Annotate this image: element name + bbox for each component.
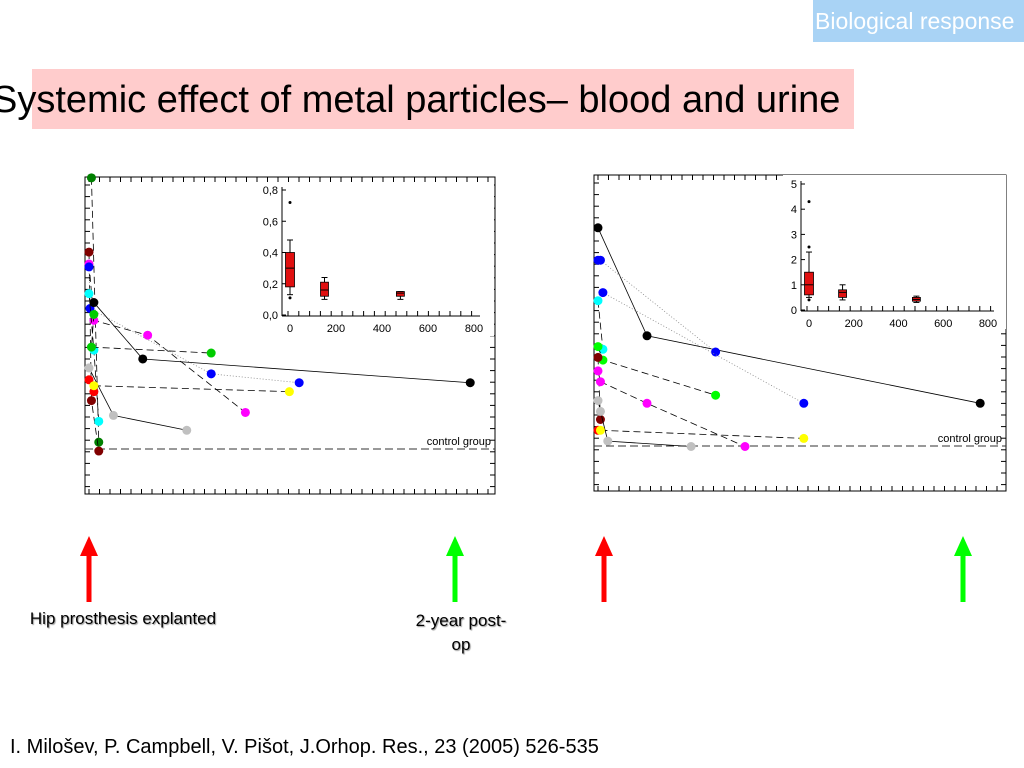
explant-arrow-head <box>595 536 613 556</box>
data-point <box>94 447 103 456</box>
data-point <box>598 288 607 297</box>
data-point <box>87 173 96 182</box>
data-point <box>596 377 605 386</box>
inset-y-tick-label: 0,6 <box>263 216 278 228</box>
data-point <box>138 354 147 363</box>
box-outlier <box>808 298 811 301</box>
series-line <box>598 347 716 396</box>
control-group-label: control group <box>427 436 491 448</box>
data-point <box>466 378 475 387</box>
data-point <box>285 387 294 396</box>
inset-y-tick-label: 4 <box>791 204 797 216</box>
inset-x-tick-label: 600 <box>419 323 437 335</box>
data-point <box>89 298 98 307</box>
inset-x-tick-label: 800 <box>465 323 483 335</box>
series-line <box>600 430 803 438</box>
series-line <box>598 301 603 350</box>
inset-x-tick-label: 200 <box>845 318 863 330</box>
inset-y-tick-label: 0,4 <box>263 248 278 260</box>
inset-y-tick-label: 5 <box>791 179 797 191</box>
data-point <box>89 381 98 390</box>
inset-x-tick-label: 400 <box>373 323 391 335</box>
series-line <box>89 264 245 413</box>
data-point <box>594 296 603 305</box>
inset-x-tick-label: 200 <box>327 323 345 335</box>
box-outlier <box>808 246 811 249</box>
inset-y-tick-label: 2 <box>791 255 797 267</box>
control-group-label: control group <box>938 433 1002 445</box>
data-point <box>596 426 605 435</box>
data-point <box>596 407 605 416</box>
data-point <box>94 417 103 426</box>
inset-y-tick-label: 3 <box>791 229 797 241</box>
inset-y-tick-label: 1 <box>791 280 797 292</box>
data-point <box>594 396 603 405</box>
inset-y-tick-label: 0,8 <box>263 185 278 197</box>
data-point <box>89 310 98 319</box>
data-point <box>643 399 652 408</box>
data-point <box>207 349 216 358</box>
series-line <box>89 368 187 430</box>
data-point <box>687 442 696 451</box>
box-body <box>286 253 295 287</box>
box-body <box>396 292 404 297</box>
data-point <box>603 437 612 446</box>
data-point <box>295 378 304 387</box>
data-point <box>87 343 96 352</box>
caption-postop-line1: 2-year post- <box>400 609 522 633</box>
series-line <box>603 293 804 404</box>
inset-x-tick-label: 400 <box>889 318 907 330</box>
box-outlier <box>808 200 811 203</box>
data-point <box>711 391 720 400</box>
data-point <box>594 366 603 375</box>
data-point <box>85 363 94 372</box>
data-point <box>241 408 250 417</box>
box-outlier <box>289 201 292 204</box>
caption-postop-line2: op <box>400 633 522 657</box>
series-line <box>94 386 290 392</box>
box-body <box>321 282 329 296</box>
postop-arrow-head <box>954 536 972 556</box>
inset-y-tick-label: 0,2 <box>263 279 278 291</box>
data-point <box>741 442 750 451</box>
data-point <box>109 411 118 420</box>
data-point <box>596 256 605 265</box>
inset-background <box>783 175 1006 329</box>
data-point <box>799 434 808 443</box>
data-point <box>711 348 720 357</box>
data-point <box>85 248 94 257</box>
data-point <box>799 399 808 408</box>
data-point <box>94 438 103 447</box>
data-point <box>87 396 96 405</box>
data-point <box>976 399 985 408</box>
data-point <box>85 262 94 271</box>
inset-x-tick-label: 0 <box>806 318 812 330</box>
data-point <box>143 331 152 340</box>
caption-explanted: Hip prosthesis explanted <box>8 609 238 629</box>
inset-y-tick-label: 0 <box>791 305 797 317</box>
caption-postop: 2-year post- op <box>400 609 522 657</box>
box-body <box>839 290 847 298</box>
data-point <box>182 426 191 435</box>
explant-arrow-head <box>80 536 98 556</box>
data-point <box>594 223 603 232</box>
inset-x-tick-label: 800 <box>979 318 997 330</box>
inset-x-tick-label: 0 <box>287 323 293 335</box>
box-body <box>805 272 814 295</box>
data-point <box>207 369 216 378</box>
series-line <box>598 260 716 352</box>
inset-x-tick-label: 600 <box>934 318 952 330</box>
box-outlier <box>289 296 292 299</box>
citation: I. Milošev, P. Campbell, V. Pišot, J.Orh… <box>10 736 599 759</box>
data-point <box>85 289 94 298</box>
data-point <box>643 331 652 340</box>
data-point <box>594 353 603 362</box>
inset-y-tick-label: 0,0 <box>263 310 278 322</box>
data-point <box>594 342 603 351</box>
postop-arrow-head <box>446 536 464 556</box>
